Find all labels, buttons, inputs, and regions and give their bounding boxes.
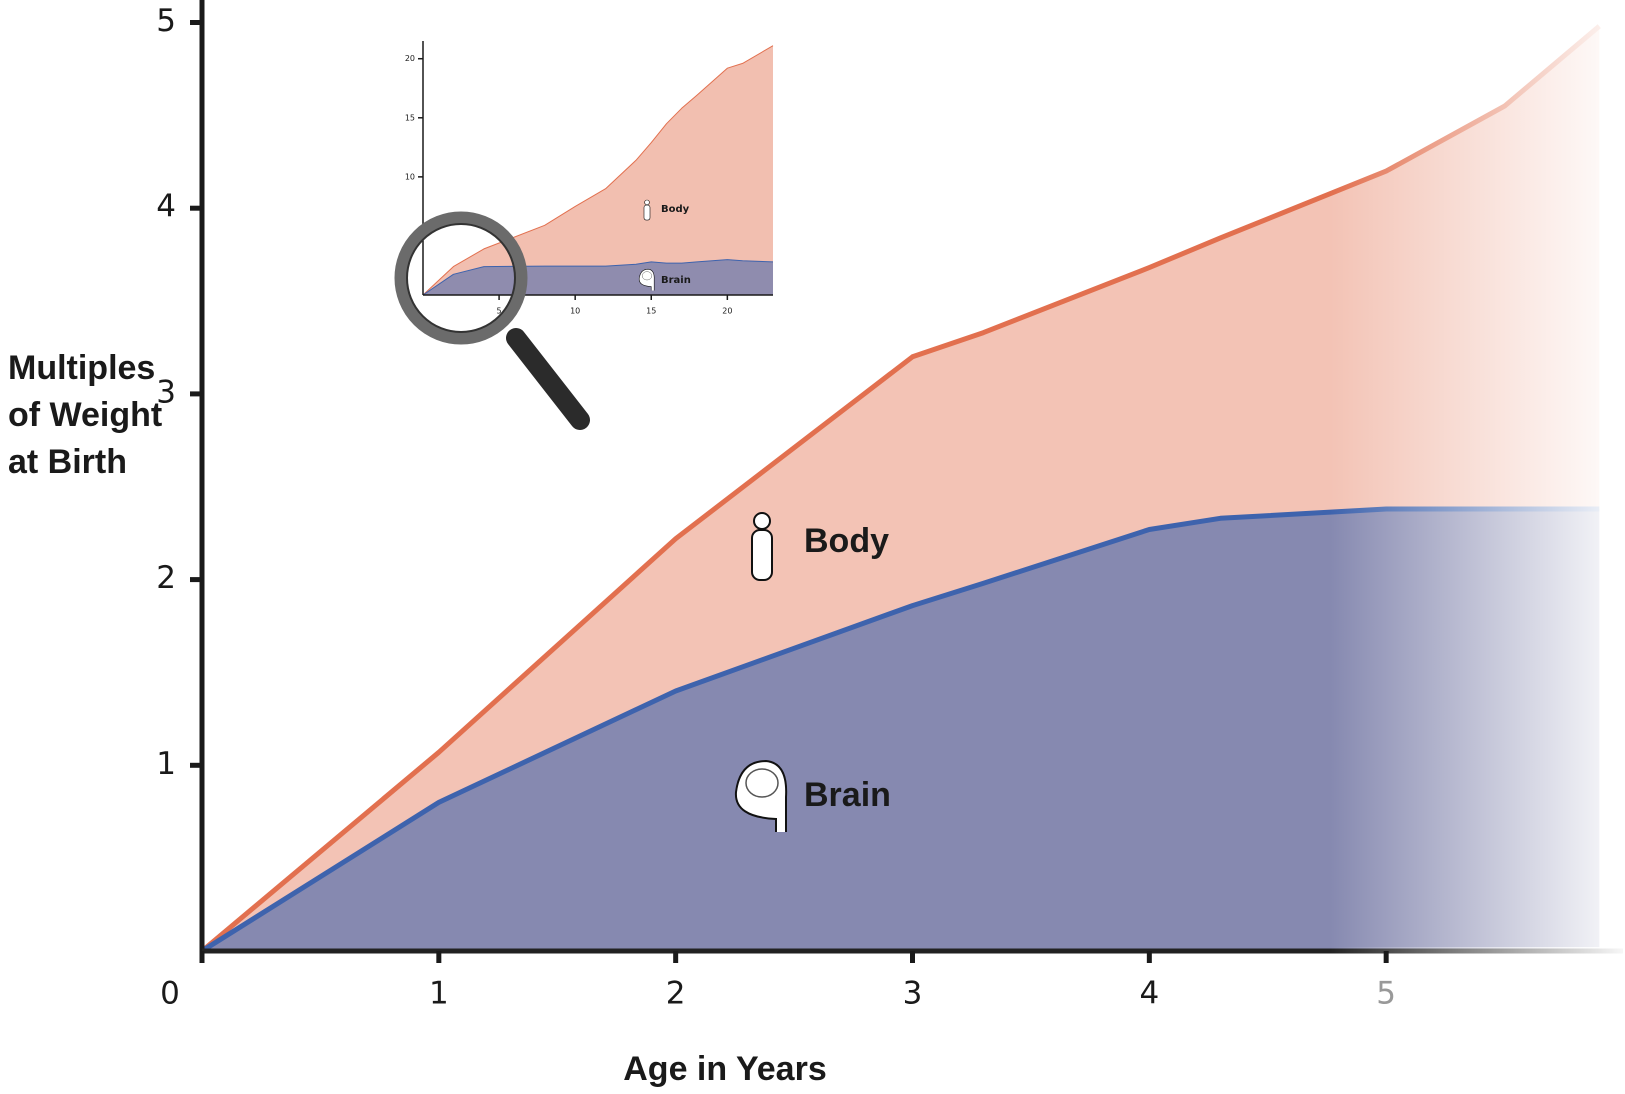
fade-overlay xyxy=(1330,0,1625,961)
series-label: Body xyxy=(661,204,690,215)
y-tick-label: 1 xyxy=(156,746,176,782)
y-axis-title: Multiples xyxy=(8,349,155,387)
y-tick-label: 2 xyxy=(156,560,176,596)
axis-fade xyxy=(1330,947,1625,955)
x-tick-label: 10 xyxy=(570,307,580,316)
x-tick-label: 2 xyxy=(666,976,686,1012)
x-tick-label: 4 xyxy=(1139,976,1159,1012)
x-tick-label: 1 xyxy=(429,976,449,1012)
body-icon xyxy=(752,530,772,580)
x-axis-title: Age in Years xyxy=(623,1050,827,1088)
series-label: Brain xyxy=(661,275,691,286)
x-tick-label: 3 xyxy=(903,976,923,1012)
chart-page: 12345012345BodyBrainAge in YearsMultiple… xyxy=(0,0,1625,1094)
y-tick-label: 10 xyxy=(405,172,415,181)
series-label: Body xyxy=(804,522,889,560)
x-tick-label: 15 xyxy=(646,307,656,316)
body-icon xyxy=(645,200,650,205)
y-tick-label: 5 xyxy=(156,3,176,39)
x-tick-label: 20 xyxy=(722,307,732,316)
x-tick-label: 5 xyxy=(1376,976,1396,1012)
y-tick-label: 4 xyxy=(156,189,176,225)
body-icon xyxy=(754,513,770,529)
y-axis-title: of Weight xyxy=(8,396,162,434)
y-tick-label: 20 xyxy=(405,54,415,63)
magnifier-handle xyxy=(516,338,580,420)
x-tick-label: 0 xyxy=(160,976,180,1012)
y-axis-title: at Birth xyxy=(8,443,127,481)
series-label: Brain xyxy=(804,776,891,814)
body-icon xyxy=(644,205,650,220)
y-tick-label: 15 xyxy=(405,113,415,122)
